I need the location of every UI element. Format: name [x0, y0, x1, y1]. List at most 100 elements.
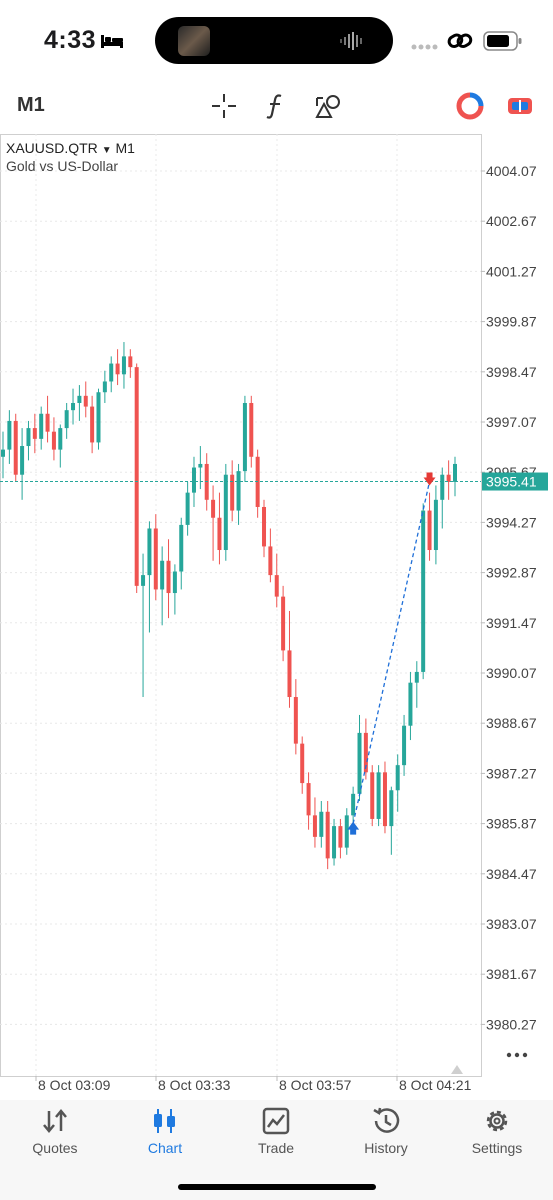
status-bar: 4:33 [0, 0, 553, 80]
buy-arrow-icon[interactable] [347, 821, 360, 835]
history-icon [373, 1107, 400, 1133]
quotes-icon [43, 1109, 67, 1133]
candle-body [160, 560, 165, 590]
tab-chart[interactable]: Chart [110, 1100, 220, 1170]
sell-arrow-icon[interactable] [423, 472, 436, 486]
candle-body [363, 732, 368, 773]
chart-frame [0, 134, 482, 1077]
tab-chart-label: Chart [147, 1140, 183, 1156]
objects-icon[interactable] [314, 92, 344, 120]
candle-body [96, 392, 101, 443]
time-label: 8 Oct 03:33 [158, 1077, 231, 1093]
symbol-description: Gold vs US-Dollar [6, 158, 119, 174]
chart-toolbar: M1 [0, 84, 553, 128]
candle-body [109, 363, 114, 382]
signal-icon [411, 44, 438, 50]
candle-body [71, 402, 76, 411]
tab-settings[interactable]: Settings [442, 1100, 552, 1170]
price-chart[interactable]: 4004.07 4002.67 4001.27 3999.87 3998.47 3997.… [0, 134, 553, 1100]
candle-body [185, 492, 190, 525]
candle-body [453, 463, 457, 482]
current-price-label: 3995.41 [486, 474, 537, 490]
candle-body [281, 596, 286, 651]
price-label: 3981.67 [486, 966, 537, 982]
candle-body [376, 772, 381, 819]
dynamic-island[interactable] [155, 17, 393, 64]
candle-body [134, 367, 139, 586]
price-label: 4004.07 [486, 163, 537, 179]
link-icon [447, 33, 473, 48]
current-price-tag [482, 472, 548, 491]
candle-body [39, 413, 44, 439]
symbol-dropdown-icon[interactable]: ▼ [101, 145, 112, 156]
time-label: 8 Oct 03:09 [38, 1077, 111, 1093]
candle-body [421, 510, 426, 672]
candle-body [300, 743, 305, 784]
more-menu-icon[interactable] [522, 1052, 528, 1058]
candle-body [172, 571, 177, 594]
candle-body [446, 474, 451, 482]
candle-body [370, 772, 375, 819]
bed-icon [101, 35, 123, 48]
tab-trade-label: Trade [257, 1140, 295, 1156]
candle-body [389, 790, 394, 827]
candle-body [211, 499, 216, 518]
tab-trade[interactable]: Trade [221, 1100, 331, 1170]
trade-icon [262, 1107, 290, 1135]
candle-body [274, 575, 279, 597]
price-label: 4002.67 [486, 213, 537, 229]
timeframe-button[interactable]: M1 [17, 94, 45, 116]
time-label: 8 Oct 03:57 [279, 1077, 352, 1093]
candle-body [287, 650, 292, 698]
candle-body [147, 528, 152, 576]
home-indicator [178, 1184, 376, 1190]
price-label: 3999.87 [486, 314, 537, 330]
chart-shift-icon[interactable] [451, 1065, 463, 1074]
candle-body [382, 772, 387, 827]
candle-body [414, 671, 419, 683]
crosshair-icon[interactable] [210, 92, 238, 120]
candle-body [128, 356, 133, 368]
candle-body [83, 395, 88, 407]
candle-body [77, 395, 82, 403]
candle-body [90, 406, 95, 443]
tab-bar: Quotes Chart Trade History Settings [0, 1100, 553, 1200]
price-label: 3988.67 [486, 715, 537, 731]
candle-body [141, 575, 146, 586]
trade-circle-icon[interactable] [456, 92, 484, 120]
candle-body [198, 463, 203, 468]
price-label: 3998.47 [486, 364, 537, 380]
chart-symbol-header: XAUUSD.QTR ▼ M1 [6, 140, 135, 156]
symbol-label: XAUUSD.QTR [6, 140, 98, 156]
more-menu-icon[interactable] [514, 1052, 520, 1058]
price-label: 3990.07 [486, 665, 537, 681]
price-label: 3984.47 [486, 866, 537, 882]
candle-body [306, 783, 311, 816]
candle-body [115, 363, 120, 375]
candle-body [230, 474, 235, 511]
candle-body [58, 428, 63, 450]
candle-body [179, 524, 184, 572]
candle-body [64, 410, 69, 429]
more-menu-icon[interactable] [506, 1052, 512, 1058]
tab-settings-label: Settings [471, 1140, 523, 1156]
price-label: 3980.27 [486, 1016, 537, 1032]
price-label: 3991.47 [486, 615, 537, 631]
indicators-icon[interactable] [264, 92, 288, 120]
candle-body [268, 546, 273, 576]
status-time: 4:33 [44, 26, 97, 54]
one-click-icon[interactable] [506, 92, 534, 120]
tab-quotes-label: Quotes [32, 1140, 78, 1156]
price-label: 3987.27 [486, 765, 537, 781]
candle-body [249, 402, 254, 457]
candle-body [344, 815, 349, 848]
candle-body [45, 413, 50, 432]
candle-body [217, 517, 222, 551]
tab-history[interactable]: History [331, 1100, 441, 1170]
candle-body [102, 381, 107, 393]
candle-body [121, 356, 126, 375]
candle-body [402, 725, 407, 766]
candle-body [325, 811, 330, 859]
tab-quotes[interactable]: Quotes [0, 1100, 110, 1170]
candle-body [440, 474, 445, 500]
